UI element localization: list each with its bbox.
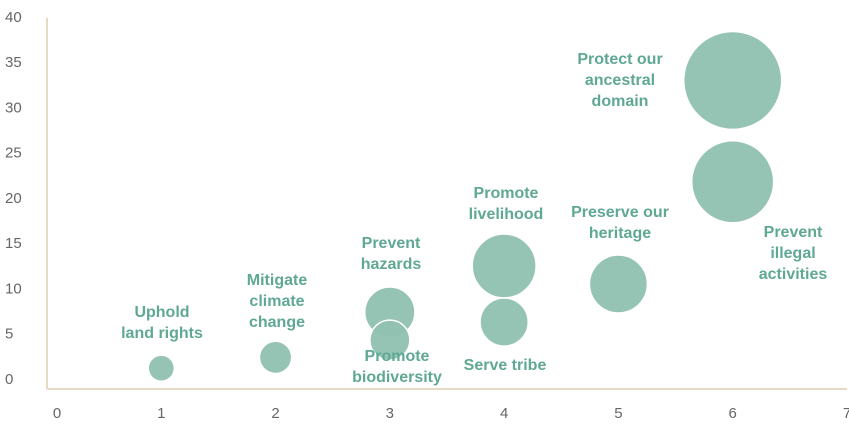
bubble-label: Protect our (577, 51, 662, 68)
bubble-label: illegal (770, 245, 815, 262)
y-tick-label: 35 (5, 54, 22, 71)
bubble-label: ancestral (585, 72, 655, 89)
y-tick-label: 5 (5, 326, 13, 343)
y-tick-label: 30 (5, 99, 22, 116)
y-tick-label: 25 (5, 145, 22, 162)
x-tick-label: 1 (157, 405, 165, 422)
x-tick-label: 5 (614, 405, 622, 422)
bubble (682, 30, 783, 131)
bubble (471, 233, 537, 299)
bubble-label: Serve tribe (464, 357, 547, 374)
x-tick-label: 2 (271, 405, 279, 422)
bubble-label: livelihood (469, 206, 544, 223)
y-tick-label: 20 (5, 190, 22, 207)
bubble (479, 297, 529, 347)
bubble-label: Promote (474, 185, 539, 202)
bubble-label: climate (249, 293, 304, 310)
x-tick-label: 4 (500, 405, 508, 422)
bubble-label: activities (759, 266, 828, 283)
bubble-label: Prevent (362, 235, 421, 252)
bubble-label: hazards (361, 256, 422, 273)
bubble-label: Preserve our (571, 204, 669, 221)
bubble (588, 254, 649, 314)
bubble (147, 354, 176, 382)
bubble-label: domain (592, 93, 649, 110)
bubble-label: land rights (121, 325, 203, 342)
bubble-label: Mitigate (247, 272, 308, 289)
x-tick-label: 0 (53, 405, 61, 422)
bubble-label: biodiversity (352, 369, 442, 386)
y-tick-label: 10 (5, 280, 22, 297)
bubble-label: heritage (589, 225, 651, 242)
bubble-label: Uphold (134, 304, 189, 321)
x-tick-label: 3 (386, 405, 394, 422)
x-tick-label: 7 (843, 405, 849, 422)
y-tick-label: 40 (5, 9, 22, 26)
bubble (258, 340, 293, 375)
bubble-label: Prevent (764, 224, 823, 241)
bubble-label: Promote (365, 348, 430, 365)
bubble (690, 140, 775, 224)
x-tick-label: 6 (729, 405, 737, 422)
y-tick-label: 0 (5, 371, 13, 388)
bubble-label: change (249, 314, 305, 331)
bubble (369, 319, 411, 361)
y-tick-label: 15 (5, 235, 22, 252)
